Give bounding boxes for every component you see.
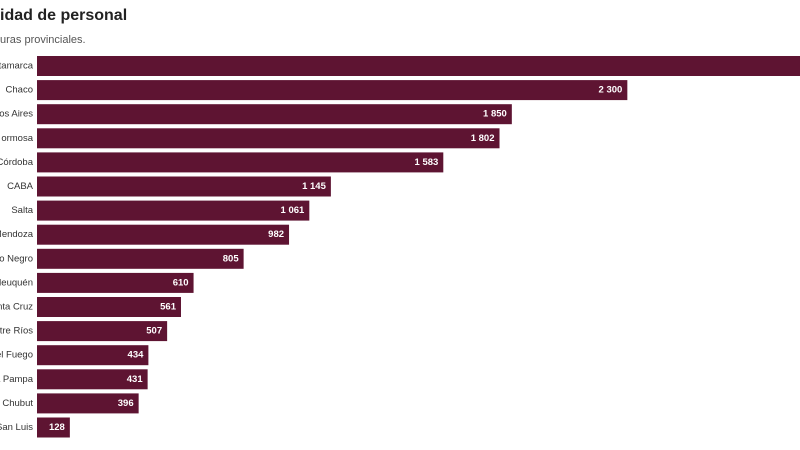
bar [37, 176, 331, 197]
bar [37, 393, 139, 414]
bar [37, 248, 244, 269]
bar [37, 200, 310, 221]
category-label: el Fuego [0, 350, 33, 361]
bar [37, 104, 512, 125]
bar [37, 345, 149, 366]
category-label: o Negro [0, 253, 33, 264]
value-label: 982 [268, 229, 284, 240]
category-label: nta Cruz [0, 302, 33, 313]
value-label: 507 [146, 326, 162, 337]
bar [37, 417, 70, 438]
value-label: 1 583 [415, 157, 439, 168]
bar [37, 224, 290, 245]
bar [37, 321, 168, 342]
category-label: Chubut [2, 398, 33, 409]
bar [37, 152, 444, 173]
value-label: 396 [118, 398, 134, 409]
category-label: CABA [7, 181, 34, 192]
value-label: 1 061 [281, 205, 305, 216]
category-label: a Pampa [0, 374, 34, 385]
value-label: 128 [49, 422, 65, 433]
category-label: San Luis [0, 422, 33, 433]
chart-subtitle: uras provinciales. [0, 34, 86, 46]
category-label: Córdoba [0, 157, 34, 168]
value-label: 561 [160, 302, 177, 313]
category-label: Neuquén [0, 277, 33, 288]
value-label: 2 300 [599, 85, 623, 96]
bar [37, 369, 148, 390]
value-label: 610 [173, 277, 189, 288]
bar [37, 56, 800, 76]
category-label: os Aires [0, 109, 33, 120]
category-label: Chaco [6, 85, 33, 96]
bar [37, 80, 628, 101]
chart-title: idad de personal [0, 7, 127, 24]
bar [37, 128, 500, 149]
value-label: 805 [223, 253, 240, 264]
value-label: 434 [128, 350, 145, 361]
category-label: ntre Ríos [0, 326, 33, 337]
bar [37, 297, 181, 317]
bar [37, 272, 194, 293]
category-label: Salta [11, 205, 33, 216]
value-label: 1 850 [483, 109, 507, 120]
value-label: 431 [127, 374, 144, 385]
category-label: tamarca [0, 61, 34, 72]
category-label: Mendoza [0, 229, 34, 240]
value-label: 1 802 [471, 133, 495, 144]
category-label: ormosa [1, 133, 33, 144]
value-label: 1 145 [302, 181, 326, 192]
